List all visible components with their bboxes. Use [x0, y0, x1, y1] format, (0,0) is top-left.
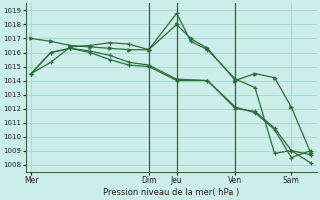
X-axis label: Pression niveau de la mer( hPa ): Pression niveau de la mer( hPa )	[103, 188, 239, 197]
